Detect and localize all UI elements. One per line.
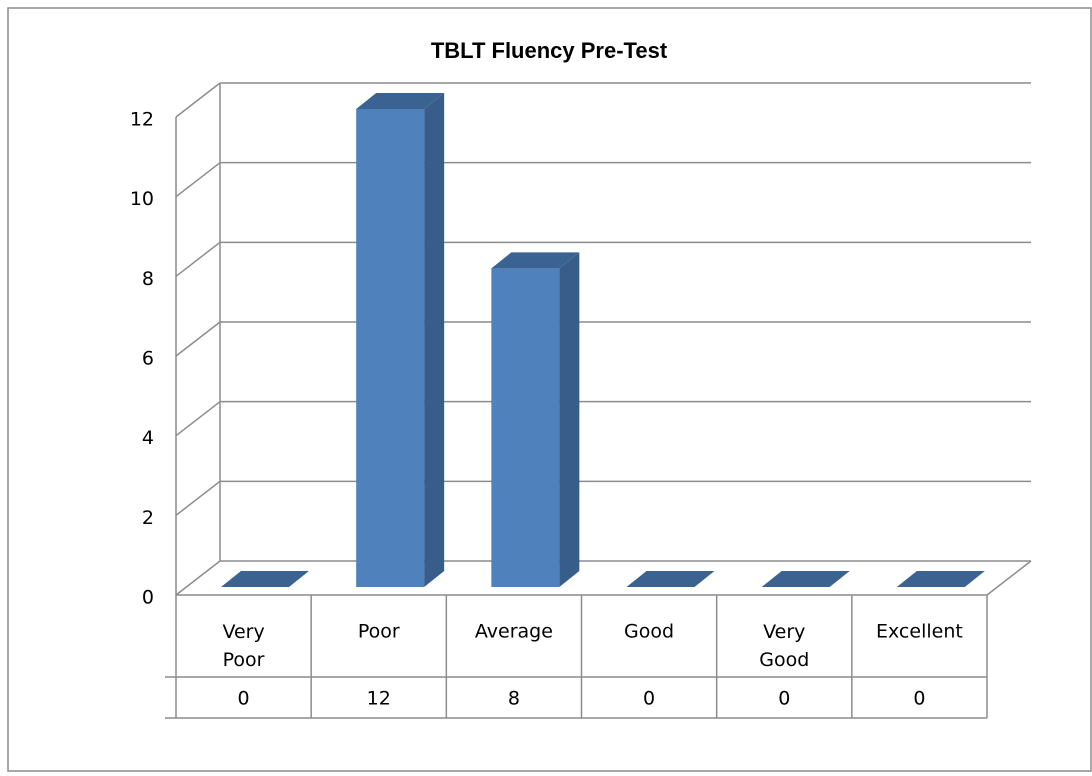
y-tick-label: 6 [142,348,154,370]
table-value: 0 [778,688,790,710]
bar-side [559,252,580,588]
y-tick-label: 0 [142,587,154,609]
bar-top [221,571,309,587]
y-tick-label: 8 [142,268,154,290]
floor-edge [986,560,1032,596]
bar-top [626,571,715,587]
bar-side [424,93,445,587]
y-tick-label: 2 [142,507,154,529]
chart-title: TBLT Fluency Pre-Test [431,38,668,63]
table-value: 8 [508,688,520,710]
bar [491,252,580,588]
table-value: 0 [238,688,250,710]
y-tick-label: 4 [142,427,154,449]
grid-line [175,162,221,198]
bar [356,93,445,587]
grid-line [175,401,221,437]
bar [896,571,985,587]
table-value: 0 [643,688,655,710]
bar-front [491,268,560,587]
grid-line [175,241,221,277]
grid-line [175,480,221,516]
x-tick-label: Poor [358,621,400,643]
x-tick-label: Very Poor [222,621,264,671]
grid-line [175,321,221,357]
table-value: 12 [367,688,391,710]
bar [761,571,850,587]
x-tick-label: Good [624,621,674,643]
bar-top [491,252,580,269]
bar [221,571,309,587]
x-tick-label: Very Good [759,621,809,671]
y-tick-label: 12 [130,109,154,131]
table-value: 0 [913,688,925,710]
x-tick-label: Excellent [876,621,963,643]
bar-front [356,109,425,587]
y-tick-label: 10 [130,188,154,210]
grid-line [175,82,221,118]
grid-line [175,560,221,596]
x-tick-label: Average [475,621,553,643]
bar-top [761,571,850,587]
bar-top [896,571,985,587]
bar [626,571,715,587]
bar-top [356,93,445,109]
